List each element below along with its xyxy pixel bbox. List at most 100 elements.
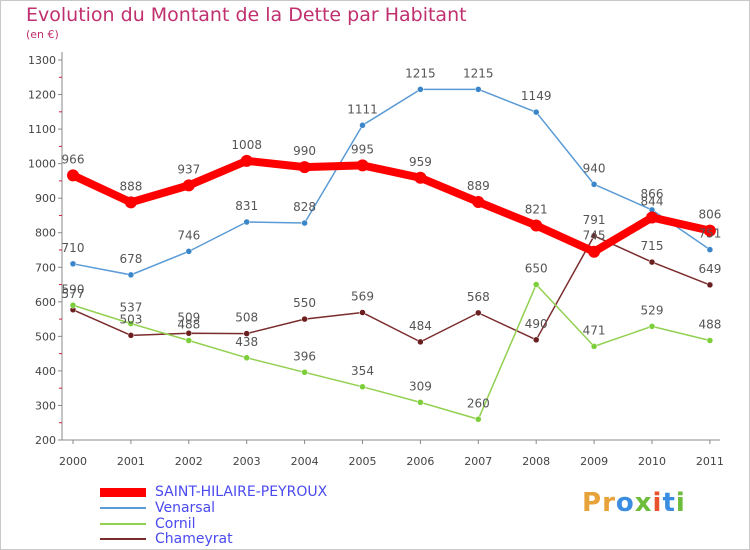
legend-item-venarsal: Venarsal (100, 500, 360, 516)
data-point (530, 219, 543, 232)
data-point (301, 315, 308, 323)
y-tick-label: 700 (35, 261, 56, 274)
legend-swatch-saint-hilaire-peyroux (100, 488, 146, 497)
data-label: 309 (409, 379, 432, 393)
legend-swatch-chameyrat (100, 538, 146, 540)
x-tick-label: 2004 (291, 455, 319, 468)
data-point (646, 211, 658, 224)
data-label: 990 (293, 144, 316, 158)
data-label: 678 (119, 252, 142, 266)
logo-letter: P (582, 488, 603, 518)
logo-letter: o (615, 488, 635, 518)
data-point (243, 218, 250, 226)
x-tick-label: 2000 (59, 455, 87, 468)
data-point (532, 336, 540, 344)
y-tick-label: 400 (35, 365, 56, 378)
legend-label-chameyrat: Chameyrat (155, 531, 233, 547)
legend-label-cornil: Cornil (155, 516, 196, 532)
data-label: 508 (235, 311, 258, 325)
data-point (706, 337, 714, 344)
y-tick-label: 600 (35, 296, 56, 309)
data-label: 649 (698, 262, 721, 276)
data-label: 959 (409, 155, 432, 169)
data-point (359, 122, 366, 129)
data-label: 1111 (347, 102, 378, 116)
x-tick-label: 2011 (696, 455, 724, 468)
logo-letter: i (675, 488, 686, 518)
y-tick-label: 800 (35, 227, 56, 240)
data-label: 569 (351, 290, 374, 304)
data-point (185, 248, 193, 255)
data-label: 503 (119, 312, 142, 326)
data-point (417, 86, 424, 93)
data-label: 844 (641, 195, 664, 209)
chart-title: Evolution du Montant de la Dette par Hab… (26, 4, 467, 26)
data-point (243, 330, 250, 337)
data-point (240, 154, 253, 167)
x-tick-label: 2007 (464, 455, 492, 468)
y-tick-label: 500 (35, 330, 56, 343)
data-label: 396 (293, 349, 316, 363)
data-point (69, 302, 77, 309)
data-label: 650 (525, 262, 548, 276)
data-point (706, 246, 714, 253)
series-line-venarsal (72, 88, 711, 276)
y-tick-label: 900 (35, 192, 56, 205)
data-point (588, 245, 601, 258)
legend-item-chameyrat: Chameyrat (100, 531, 360, 547)
proxiti-logo: Proxiti (582, 488, 686, 518)
y-tick-label: 1100 (28, 123, 56, 136)
data-point (417, 399, 424, 406)
data-label: 821 (525, 202, 548, 216)
data-label: 791 (583, 213, 606, 227)
y-tick-label: 1300 (28, 54, 56, 67)
data-label: 888 (119, 179, 142, 193)
data-label: 509 (177, 310, 200, 324)
data-point (706, 281, 714, 289)
y-tick-label: 1200 (28, 89, 56, 102)
data-label: 746 (177, 228, 200, 242)
data-label: 590 (62, 282, 85, 296)
data-point (532, 281, 540, 288)
data-label: 745 (583, 229, 606, 243)
legend-label-venarsal: Venarsal (155, 500, 216, 516)
data-label: 490 (525, 317, 548, 331)
x-tick-label: 2010 (638, 455, 666, 468)
y-tick-label: 1000 (28, 158, 56, 171)
y-tick-label: 300 (35, 399, 56, 412)
data-point (69, 260, 77, 268)
data-label: 831 (235, 199, 258, 213)
legend-item-cornil: Cornil (100, 516, 360, 532)
legend-label-saint-hilaire-peyroux: SAINT-HILAIRE-PEYROUX (155, 484, 328, 500)
data-label: 1149 (521, 89, 552, 103)
data-label: 537 (119, 301, 142, 315)
data-label: 568 (467, 290, 490, 304)
data-label: 488 (177, 318, 200, 332)
logo-letter: r (602, 488, 616, 518)
x-tick-label: 2003 (233, 455, 261, 468)
data-point (414, 171, 427, 184)
data-label: 889 (467, 179, 490, 193)
data-label: 1008 (231, 138, 262, 152)
data-label: 937 (177, 162, 200, 176)
data-point (590, 181, 598, 188)
data-point (182, 179, 195, 192)
data-label: 715 (641, 239, 664, 253)
chart-unit-label: (en €) (26, 28, 59, 41)
x-tick-label: 2001 (117, 455, 145, 468)
data-point (703, 224, 716, 237)
data-label: 806 (698, 208, 721, 222)
data-point (475, 309, 482, 317)
x-tick-label: 2005 (349, 455, 377, 468)
data-point (359, 309, 366, 316)
data-label: 529 (641, 303, 664, 317)
y-tick-label: 200 (35, 434, 56, 447)
data-label: 484 (409, 319, 432, 333)
data-label: 438 (235, 335, 258, 349)
data-label: 710 (62, 241, 85, 255)
data-label: 471 (583, 323, 606, 337)
data-point (124, 196, 137, 209)
data-label: 488 (698, 318, 721, 332)
